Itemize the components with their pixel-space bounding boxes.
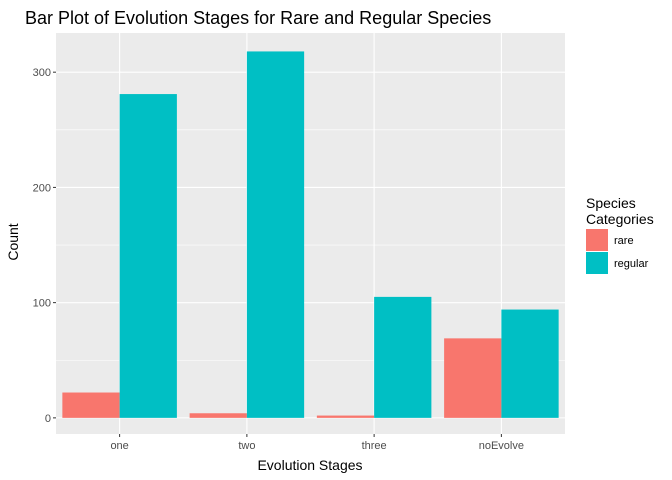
legend-title-line-2: Categories	[586, 211, 654, 227]
legend-swatch-rare	[586, 229, 608, 251]
chart-title: Bar Plot of Evolution Stages for Rare an…	[25, 8, 491, 28]
x-tick-label-noEvolve: noEvolve	[479, 440, 524, 452]
legend-title: Species Categories	[586, 195, 654, 227]
x-tick-label-three: three	[362, 440, 387, 452]
y-tick-label: 100	[33, 298, 51, 310]
x-tick-label-two: two	[238, 440, 255, 452]
x-tick-label-one: one	[110, 440, 128, 452]
y-tick-label: 200	[33, 182, 51, 194]
bar-rare-two	[189, 413, 247, 418]
x-axis-ticks: one two three noEvolve	[110, 434, 524, 452]
legend: Species Categories rare regular	[586, 195, 654, 274]
y-axis-ticks: 0 100 200 300	[33, 67, 56, 425]
bar-rare-one	[62, 392, 120, 418]
legend-title-line-1: Species	[586, 195, 636, 211]
bar-regular-noEvolve	[501, 309, 559, 418]
legend-label-rare: rare	[614, 235, 634, 247]
legend-swatch-regular	[586, 252, 608, 274]
y-axis-title: Count	[5, 223, 21, 260]
bar-regular-one	[119, 94, 177, 418]
bar-regular-three	[374, 296, 432, 418]
bars-group	[62, 51, 559, 418]
y-tick-label: 300	[33, 67, 51, 79]
bar-rare-three	[316, 415, 375, 418]
y-tick-label: 0	[45, 413, 51, 425]
legend-items: rare regular	[586, 229, 649, 274]
bar-regular-two	[246, 51, 305, 418]
bar-rare-noEvolve	[444, 338, 502, 418]
x-axis-title: Evolution Stages	[257, 457, 362, 473]
legend-label-regular: regular	[614, 258, 649, 270]
